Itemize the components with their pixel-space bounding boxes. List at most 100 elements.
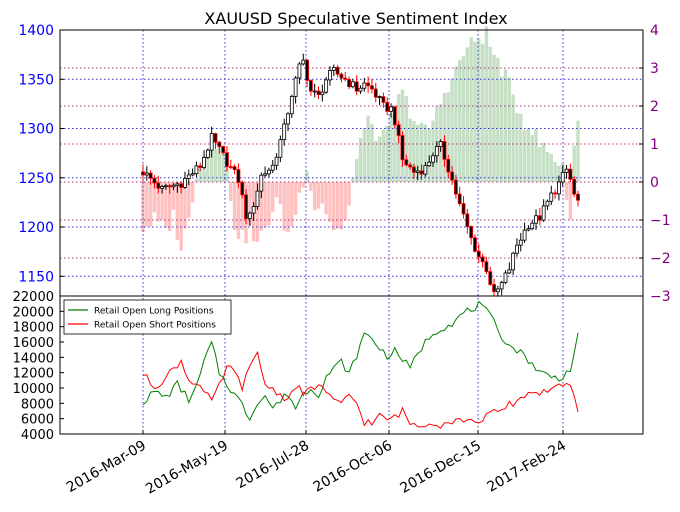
ssi-tick-label: −1 <box>650 213 671 229</box>
candle-body <box>495 288 500 293</box>
ssi-bar <box>145 182 149 227</box>
candle-body <box>308 80 313 92</box>
ssi-bar <box>362 128 367 182</box>
ssi-bar <box>187 182 191 218</box>
candle-body <box>412 166 416 173</box>
candle-body <box>156 182 161 189</box>
date-tick-label: 2016-Dec-15 <box>398 438 484 497</box>
ssi-bar <box>198 168 202 182</box>
ssi-bar <box>309 182 313 191</box>
candle-body <box>473 237 477 252</box>
long-positions-line <box>142 300 579 422</box>
candle-body <box>576 193 580 201</box>
candle-body <box>221 146 226 154</box>
ssi-bar <box>255 182 260 242</box>
ssi-bar <box>328 182 332 222</box>
ssi-bar <box>511 94 515 182</box>
candle-body <box>152 177 157 184</box>
candle-body <box>179 183 184 188</box>
ssi-bar <box>293 182 298 215</box>
ssi-bar <box>534 128 538 182</box>
candle-body <box>423 165 428 175</box>
candle-body <box>328 70 332 81</box>
date-tick-label: 2016-Mar-09 <box>64 438 149 496</box>
candle-body <box>541 205 546 221</box>
ssi-bar <box>305 171 309 182</box>
candle-body <box>442 141 447 160</box>
candle-body <box>358 87 363 92</box>
short-positions-line <box>142 350 579 429</box>
candle-body <box>415 170 420 173</box>
candle-body <box>274 156 279 166</box>
candle-body <box>144 172 149 176</box>
candle-body <box>186 174 191 179</box>
candle-body <box>492 284 496 293</box>
candle-body <box>518 239 523 246</box>
ssi-bar <box>404 96 408 182</box>
candle-body <box>572 178 577 195</box>
ssi-bar <box>190 182 195 203</box>
candle-body <box>251 206 256 214</box>
candle-body <box>335 66 340 75</box>
price-tick-label: 1200 <box>18 220 54 236</box>
price-tick-label: 1400 <box>18 23 54 39</box>
ssi-bar <box>450 78 454 182</box>
ssi-bar <box>458 60 462 182</box>
ssi-bar <box>347 182 351 206</box>
ssi-tick-label: 4 <box>650 23 659 39</box>
chart-title: XAUUSD Speculative Sentiment Index <box>204 9 507 28</box>
candle-body <box>301 59 306 65</box>
ssi-bar <box>160 182 164 220</box>
ssi-tick-label: 3 <box>650 61 659 77</box>
price-tick-label: 1350 <box>18 72 54 88</box>
candle-body <box>339 73 344 79</box>
candle-body <box>263 173 268 176</box>
positions-tick-label: 18000 <box>13 321 54 336</box>
positions-tick-label: 14000 <box>13 351 54 366</box>
ssi-bar <box>423 124 428 182</box>
candle-body <box>549 192 554 202</box>
ssi-bar <box>541 142 546 182</box>
candle-body <box>537 215 542 221</box>
ssi-bar <box>377 136 382 182</box>
candle-body <box>392 106 397 126</box>
candle-body <box>389 106 393 112</box>
ssi-bar <box>393 109 397 182</box>
ssi-bar <box>446 92 450 182</box>
ssi-bar <box>225 161 229 182</box>
candle-body <box>530 222 535 230</box>
candle-body <box>183 178 187 188</box>
ssi-bar <box>469 37 473 182</box>
candle-body <box>171 184 176 188</box>
ssi-bar <box>324 182 328 215</box>
candle-body <box>438 141 443 147</box>
ssi-bar <box>183 182 187 229</box>
candle-body <box>511 252 516 271</box>
positions-tick-label: 10000 <box>13 382 54 397</box>
ssi-bar <box>496 58 500 182</box>
candle-body <box>205 149 210 158</box>
ssi-bar <box>267 182 271 226</box>
ssi-bar <box>484 26 489 182</box>
ssi-bar <box>480 43 485 183</box>
candle-body <box>347 78 351 88</box>
candle-body <box>480 256 485 263</box>
ssi-bar <box>389 113 393 182</box>
candle-body <box>560 172 565 183</box>
candle-body <box>385 101 390 112</box>
ssi-bar <box>473 41 477 182</box>
ssi-bar <box>236 182 241 240</box>
candle-body <box>194 165 199 175</box>
candle-body <box>148 172 153 179</box>
candle-body <box>450 171 454 181</box>
ssi-bar <box>519 113 523 182</box>
positions-tick-label: 20000 <box>13 305 54 320</box>
candle-body <box>289 95 294 115</box>
candle-body <box>141 171 145 176</box>
ssi-bar <box>515 113 519 182</box>
ssi-bar <box>232 182 237 230</box>
candle-body <box>247 212 252 220</box>
ssi-bar <box>351 177 355 182</box>
ssi-bar <box>408 118 412 182</box>
candle-body <box>484 261 489 273</box>
